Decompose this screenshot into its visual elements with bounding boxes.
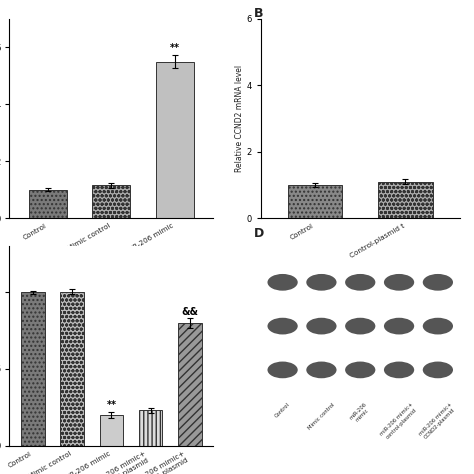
Ellipse shape [423, 362, 453, 378]
Bar [156, 62, 194, 218]
Y-axis label: Relative CCND2 mRNA level: Relative CCND2 mRNA level [235, 65, 244, 172]
Ellipse shape [423, 274, 453, 291]
Text: B: B [254, 7, 263, 19]
Ellipse shape [345, 274, 375, 291]
Ellipse shape [267, 318, 298, 335]
Ellipse shape [267, 362, 298, 378]
Text: **: ** [106, 401, 117, 410]
Ellipse shape [345, 362, 375, 378]
Ellipse shape [267, 274, 298, 291]
Text: &&: && [181, 307, 198, 317]
Ellipse shape [306, 274, 337, 291]
Ellipse shape [306, 362, 337, 378]
Bar [139, 410, 163, 446]
Bar [178, 323, 201, 446]
Text: **: ** [170, 43, 180, 53]
Bar [21, 292, 45, 446]
Ellipse shape [423, 318, 453, 335]
Text: miR-206 mimic+
CCND2-plasmid: miR-206 mimic+ CCND2-plasmid [418, 402, 457, 441]
Text: D: D [254, 227, 264, 240]
Text: Control: Control [274, 402, 291, 419]
Bar [61, 292, 84, 446]
Text: miR-206
mimic: miR-206 mimic [348, 402, 372, 425]
Ellipse shape [345, 318, 375, 335]
Ellipse shape [384, 274, 414, 291]
Ellipse shape [306, 318, 337, 335]
Bar [288, 185, 342, 218]
Text: miR-206 mimic+
control-plasmid: miR-206 mimic+ control-plasmid [380, 402, 419, 441]
Text: Mimic control: Mimic control [307, 402, 336, 430]
Ellipse shape [384, 318, 414, 335]
Bar [378, 182, 433, 218]
Bar [28, 190, 67, 218]
Bar [100, 415, 123, 446]
Ellipse shape [384, 362, 414, 378]
Bar [92, 185, 130, 218]
